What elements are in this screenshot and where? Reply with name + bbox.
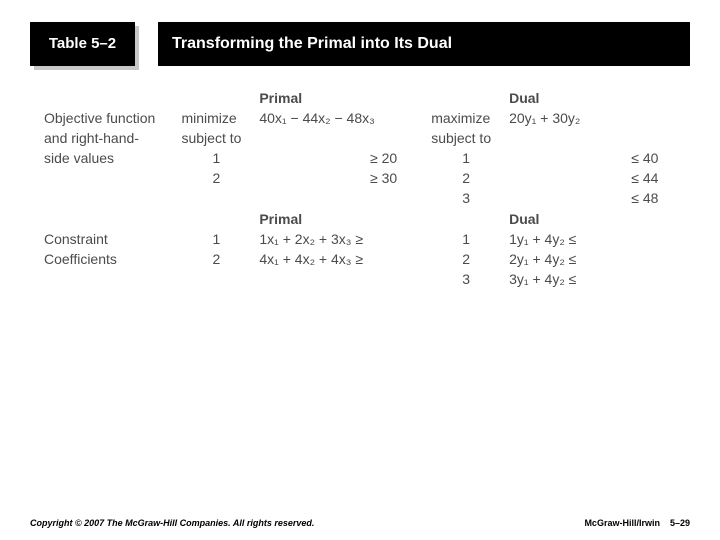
- footer: Copyright © 2007 The McGraw-Hill Compani…: [30, 518, 690, 528]
- dc-r2-idx: 2: [427, 249, 505, 269]
- dual-c2-idx: 2: [427, 168, 505, 188]
- dc-r3-idx: 3: [427, 269, 505, 289]
- content-area: Primal Dual Objective function minimize …: [40, 88, 685, 289]
- dual-obj-expr: 20y₁ + 30y₂: [505, 108, 627, 128]
- dual-obj-verb: maximize: [427, 108, 505, 128]
- title-tab: Table 5–2: [30, 22, 135, 66]
- primal-obj-expr: 40x₁ − 44x₂ − 48x₃: [255, 108, 427, 128]
- publisher-text: McGraw-Hill/Irwin: [584, 518, 660, 528]
- primal-header: Primal: [255, 88, 427, 108]
- primal-subject: subject to: [177, 128, 255, 148]
- primal-dual-table: Primal Dual Objective function minimize …: [40, 88, 685, 289]
- dual-subject: subject to: [427, 128, 505, 148]
- primal-c2-rhs: ≥ 30: [255, 168, 427, 188]
- dual-header: Dual: [505, 88, 627, 108]
- primal-c2-idx: 2: [177, 168, 255, 188]
- pc-r1: 1x₁ + 2x₂ + 3x₃ ≥: [255, 229, 427, 249]
- primal-c1-idx: 1: [177, 148, 255, 168]
- dc-r2: 2y₁ + 4y₂ ≤: [505, 249, 627, 269]
- title-bar: Transforming the Primal into Its Dual: [158, 22, 690, 66]
- row2-label-b: Coefficients: [40, 249, 177, 269]
- dual-header-2: Dual: [505, 209, 627, 230]
- title-bar-text: Transforming the Primal into Its Dual: [172, 35, 452, 52]
- dual-c3-rhs: ≤ 48: [627, 188, 685, 209]
- dual-c1-rhs: ≤ 40: [627, 148, 685, 168]
- row2-label-a: Constraint: [40, 229, 177, 249]
- dc-r1: 1y₁ + 4y₂ ≤: [505, 229, 627, 249]
- page-number: 5–29: [670, 518, 690, 528]
- pc-r2-idx: 2: [177, 249, 255, 269]
- row1-label-b: and right-hand-: [40, 128, 177, 148]
- pc-r1-idx: 1: [177, 229, 255, 249]
- dual-c1-idx: 1: [427, 148, 505, 168]
- dual-c3-idx: 3: [427, 188, 505, 209]
- dc-r3: 3y₁ + 4y₂ ≤: [505, 269, 627, 289]
- primal-header-2: Primal: [255, 209, 427, 230]
- primal-c1-rhs: ≥ 20: [255, 148, 427, 168]
- primal-obj-verb: minimize: [177, 108, 255, 128]
- copyright-text: Copyright © 2007 The McGraw-Hill Compani…: [30, 518, 314, 528]
- title-tab-text: Table 5–2: [49, 35, 116, 52]
- dual-c2-rhs: ≤ 44: [627, 168, 685, 188]
- pc-r2: 4x₁ + 4x₂ + 4x₃ ≥: [255, 249, 427, 269]
- row1-label-c: side values: [40, 148, 177, 168]
- dc-r1-idx: 1: [427, 229, 505, 249]
- row1-label-a: Objective function: [40, 108, 177, 128]
